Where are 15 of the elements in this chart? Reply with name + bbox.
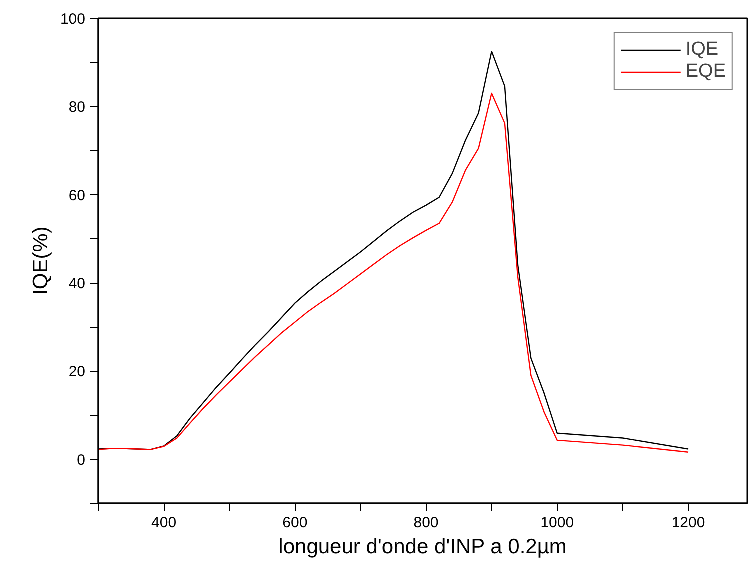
y-tick-label: 20 [68,364,86,381]
y-tick-label: 80 [68,99,86,116]
x-tick-label: 800 [414,514,439,532]
y-tick-label: 0 [77,452,86,469]
y-tick-label: 100 [60,11,86,28]
x-tick-label: 400 [152,514,177,532]
x-axis-title: longueur d'onde d'INP a 0.2µm [278,536,567,558]
legend-label: EQE [686,61,726,83]
x-tick-label: 1000 [540,514,574,532]
legend-label: IQE [686,39,719,61]
y-tick-label: 40 [68,276,86,293]
y-axis-title: IQE(%) [29,226,52,296]
x-tick-label: 1200 [672,514,706,532]
y-tick-label: 60 [68,187,86,204]
x-tick-label: 600 [282,514,308,532]
